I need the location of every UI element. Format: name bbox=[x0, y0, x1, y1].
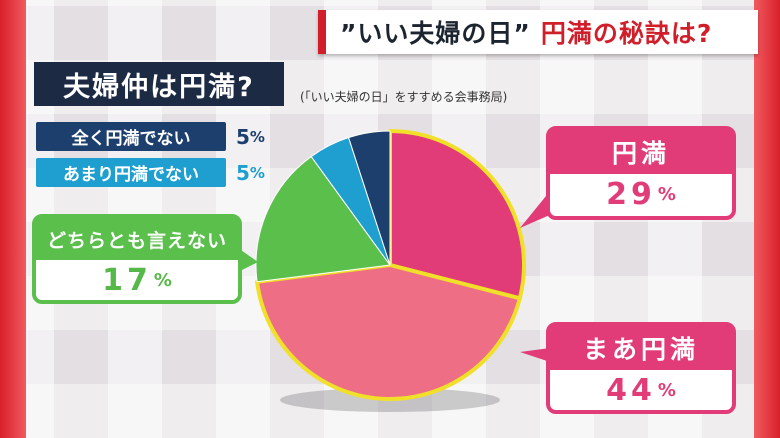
headline-part2: 円満の秘訣は? bbox=[540, 19, 713, 48]
callout-dochira: どちらとも言えない 17% bbox=[32, 214, 242, 304]
callout-maa-enman: まあ円満 44% bbox=[546, 322, 736, 414]
pie-slice-enman bbox=[388, 129, 526, 301]
callout-dochira-value-row: 17% bbox=[36, 260, 238, 300]
source-note: (「いい夫婦の日」をすすめる会事務局) bbox=[300, 90, 508, 104]
pointer-dochira bbox=[238, 248, 258, 272]
pct-zenku-value: 5 bbox=[236, 124, 250, 149]
callout-maa-value: 44 bbox=[606, 372, 656, 408]
callout-enman-label: 円満 bbox=[550, 130, 732, 174]
pie-slice-maa-enman bbox=[255, 263, 522, 401]
label-zenku-text: 全く円満でない bbox=[71, 129, 191, 149]
pct-amari: 5% bbox=[236, 158, 265, 187]
callout-dochira-unit: % bbox=[153, 269, 172, 291]
pct-zenku-unit: % bbox=[249, 127, 265, 146]
pct-zenku: 5% bbox=[236, 122, 265, 151]
callout-dochira-value: 17 bbox=[102, 262, 152, 298]
callout-dochira-label: どちらとも言えない bbox=[36, 218, 238, 260]
label-amari-text: あまり円満でない bbox=[63, 165, 199, 185]
pie-slice-dochira bbox=[255, 156, 391, 283]
label-amari: あまり円満でない bbox=[36, 158, 226, 187]
callout-maa-label: まあ円満 bbox=[550, 326, 732, 370]
pointer-maa bbox=[520, 348, 550, 362]
callout-enman: 円満 29% bbox=[546, 126, 736, 220]
callout-maa-unit: % bbox=[657, 379, 676, 401]
callout-maa-value-row: 44% bbox=[550, 370, 732, 410]
pointer-enman bbox=[520, 196, 552, 228]
pie-slice-zenku bbox=[348, 130, 391, 266]
headline-part1: ”いい夫婦の日” bbox=[340, 19, 531, 48]
callout-enman-value-row: 29% bbox=[550, 174, 732, 214]
pct-amari-unit: % bbox=[249, 163, 265, 182]
right-red-border bbox=[754, 0, 780, 438]
headline-banner: ”いい夫婦の日” 円満の秘訣は? bbox=[318, 10, 758, 54]
pct-amari-value: 5 bbox=[236, 160, 250, 185]
callout-enman-unit: % bbox=[657, 183, 676, 205]
left-red-border bbox=[0, 0, 26, 438]
callout-enman-value: 29 bbox=[606, 176, 656, 212]
question-title: 夫婦仲は円満? bbox=[34, 62, 284, 106]
label-zenku: 全く円満でない bbox=[36, 122, 226, 151]
